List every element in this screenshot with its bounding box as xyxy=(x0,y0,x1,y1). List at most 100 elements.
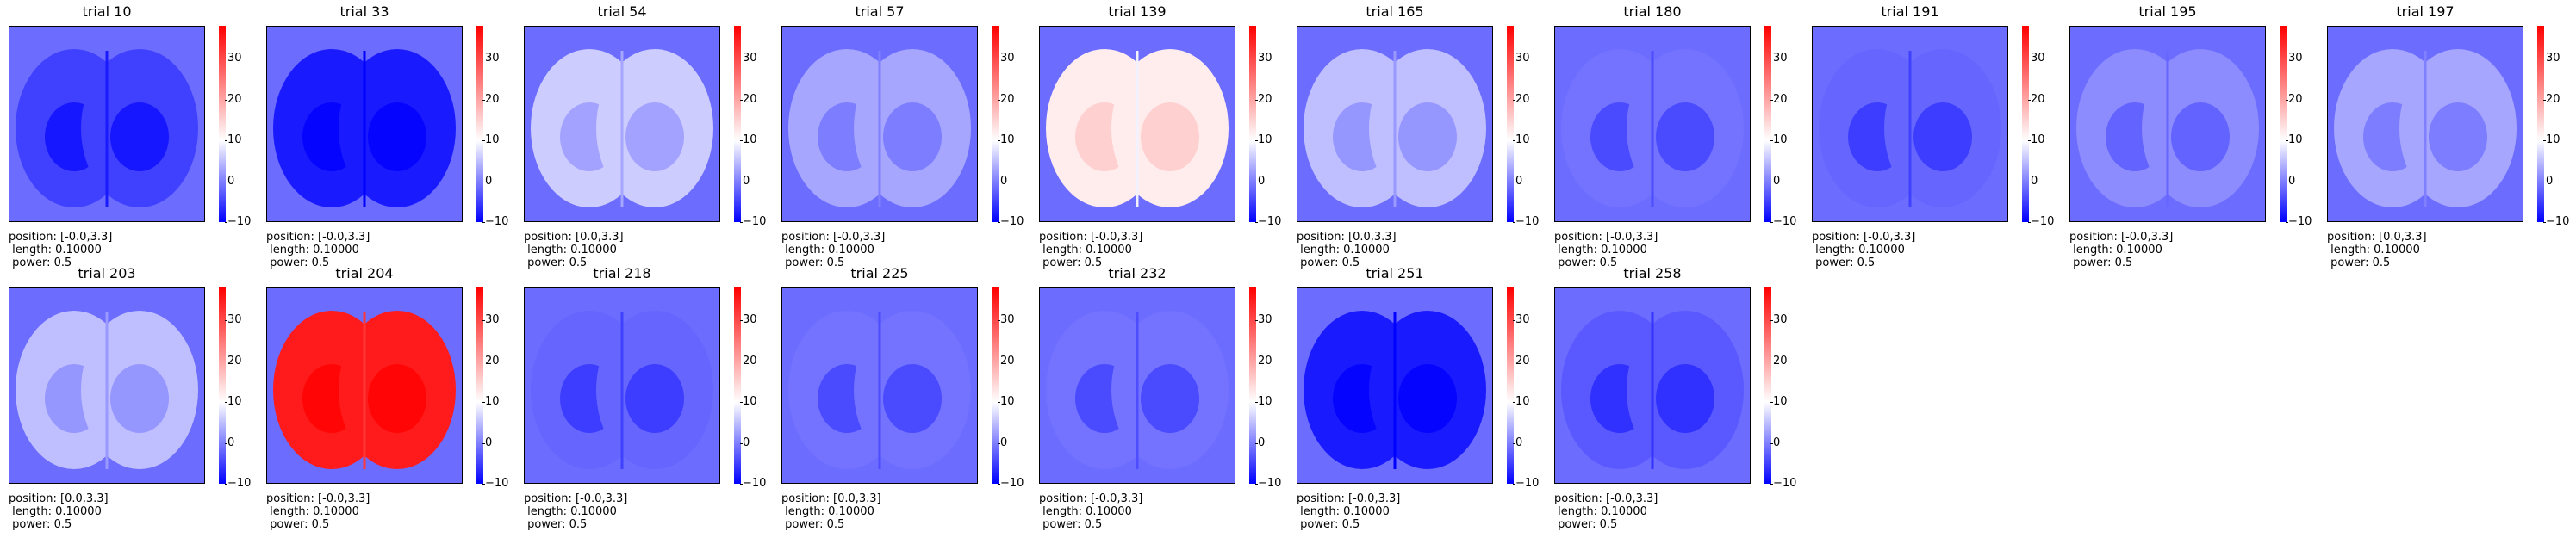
heatmap-panel: trial 165 −10 0 10 20 30 position: [0.0,3.3] l… xyxy=(1288,0,1546,272)
panel-caption: position: [0.0,3.3] length: 0.10000 powe… xyxy=(1297,231,1397,269)
colorbar-tick-label: −10 xyxy=(224,215,252,228)
heatmap-panel: trial 54 −10 0 10 20 30 position: [0.0,3.3] le… xyxy=(515,0,773,272)
activity-core-mark xyxy=(883,364,942,433)
colorbar-tick-label: 30 xyxy=(1255,52,1272,65)
colorbar-tick-label: 10 xyxy=(2028,133,2045,146)
caption-length: length: 0.10000 xyxy=(2069,244,2162,257)
brain-activity-image xyxy=(1554,287,1751,484)
caption-position: position: [-0.0,3.3] xyxy=(1812,231,1916,244)
colorbar-tick-label: 10 xyxy=(2286,133,2303,146)
brain-activity-image xyxy=(2069,26,2266,222)
colorbar-tick-label: −10 xyxy=(2542,215,2570,228)
panel-title: trial 232 xyxy=(1108,265,1167,281)
colorbar-tick-label: 10 xyxy=(998,395,1015,408)
panel-caption: position: [-0.0,3.3] length: 0.10000 pow… xyxy=(1812,231,1915,269)
colorbar-tick-label: 20 xyxy=(1770,354,1788,368)
colorbar-tick-label: 30 xyxy=(998,313,1015,326)
colorbar-tick-label: 10 xyxy=(1513,133,1530,146)
panel-title: trial 251 xyxy=(1366,265,1424,281)
panel-title: trial 195 xyxy=(2138,3,2197,20)
panel-caption: position: [-0.0,3.3] length: 0.10000 pow… xyxy=(1297,492,1400,531)
colorbar-tick-label: 0 xyxy=(482,174,493,188)
panel-caption: position: [-0.0,3.3] length: 0.10000 pow… xyxy=(524,492,627,531)
colorbar-tick-label: 0 xyxy=(1512,174,1523,188)
colorbar xyxy=(1249,26,1256,222)
panel-title: trial 180 xyxy=(1623,3,1682,20)
colorbar-tick-label: 20 xyxy=(740,92,757,106)
panel-caption: position: [0.0,3.3] length: 0.10000 powe… xyxy=(2327,231,2427,269)
colorbar-tick-label: −10 xyxy=(1254,477,1282,490)
caption-position: position: [-0.0,3.3] xyxy=(1554,492,1658,505)
heatmap-panel: trial 191 −10 0 10 20 30 position: [-0.0,3.3] … xyxy=(1803,0,2061,272)
heatmap-panel: trial 218 −10 0 10 20 30 position: [-0.0,3.3] … xyxy=(515,262,773,534)
colorbar-tick-label: 0 xyxy=(1512,436,1523,449)
colorbar-tick-label: 30 xyxy=(225,313,242,326)
panel-caption: position: [-0.0,3.3] length: 0.10000 pow… xyxy=(1039,231,1142,269)
caption-length: length: 0.10000 xyxy=(1039,505,1132,518)
colorbar-tick-label: 30 xyxy=(1513,52,1530,65)
panel-title: trial 165 xyxy=(1366,3,1424,20)
colorbar-tick-label: 30 xyxy=(2543,52,2560,65)
colorbar-tick-label: 20 xyxy=(1255,354,1272,368)
panel-caption: position: [-0.0,3.3] length: 0.10000 pow… xyxy=(2069,231,2173,269)
caption-power: power: 0.5 xyxy=(1039,257,1103,269)
panel-title: trial 203 xyxy=(78,265,136,281)
colorbar xyxy=(2022,26,2029,222)
panel-title: trial 218 xyxy=(593,265,651,281)
caption-position: position: [-0.0,3.3] xyxy=(266,231,370,244)
caption-length: length: 0.10000 xyxy=(266,244,359,257)
colorbar-tick-label: 20 xyxy=(1255,92,1272,106)
panel-title: trial 191 xyxy=(1881,3,1939,20)
heatmap-panel: trial 204 −10 0 10 20 30 position: [-0.0,3.3] … xyxy=(258,262,515,534)
panel-caption: position: [0.0,3.3] length: 0.10000 powe… xyxy=(9,492,109,531)
colorbar xyxy=(1764,287,1771,484)
colorbar xyxy=(2280,26,2287,222)
caption-power: power: 0.5 xyxy=(1554,518,1618,531)
caption-length: length: 0.10000 xyxy=(524,244,617,257)
caption-power: power: 0.5 xyxy=(9,257,72,269)
activity-core-mark xyxy=(1398,364,1457,433)
activity-core-mark xyxy=(110,364,169,433)
colorbar-tick-label: 30 xyxy=(740,52,757,65)
caption-position: position: [-0.0,3.3] xyxy=(1039,492,1143,505)
colorbar-tick-label: 10 xyxy=(1255,395,1272,408)
caption-length: length: 0.10000 xyxy=(1812,244,1905,257)
colorbar-tick-label: 30 xyxy=(1770,313,1788,326)
colorbar xyxy=(992,287,999,484)
heatmap-panel: trial 180 −10 0 10 20 30 position: [-0.0,3.3] … xyxy=(1546,0,1803,272)
heatmap-panel: trial 57 −10 0 10 20 30 position: [-0.0,3.3] l… xyxy=(773,0,1030,272)
colorbar xyxy=(734,287,741,484)
colorbar xyxy=(219,26,226,222)
panel-title: trial 197 xyxy=(2396,3,2455,20)
colorbar-tick-label: 30 xyxy=(482,313,500,326)
colorbar-tick-label: 0 xyxy=(997,174,1008,188)
colorbar-tick-label: 10 xyxy=(2543,133,2560,146)
colorbar-tick-label: 10 xyxy=(482,395,500,408)
panel-title: trial 33 xyxy=(339,3,389,20)
caption-position: position: [-0.0,3.3] xyxy=(9,231,113,244)
panel-caption: position: [-0.0,3.3] length: 0.10000 pow… xyxy=(9,231,112,269)
activity-core-mark xyxy=(1656,364,1714,433)
colorbar-tick-label: 10 xyxy=(225,395,242,408)
caption-power: power: 0.5 xyxy=(1297,257,1360,269)
caption-power: power: 0.5 xyxy=(524,518,588,531)
caption-length: length: 0.10000 xyxy=(524,505,617,518)
colorbar-tick-label: 0 xyxy=(739,436,750,449)
brain-activity-image xyxy=(524,287,720,484)
colorbar-tick-label: 20 xyxy=(2543,92,2560,106)
colorbar xyxy=(476,287,483,484)
colorbar-tick-label: 0 xyxy=(1770,174,1781,188)
colorbar-tick-label: 30 xyxy=(225,52,242,65)
panel-caption: position: [-0.0,3.3] length: 0.10000 pow… xyxy=(781,231,885,269)
heatmap-panel: trial 195 −10 0 10 20 30 position: [-0.0,3.3] … xyxy=(2061,0,2318,272)
panel-title: trial 258 xyxy=(1623,265,1682,281)
colorbar-tick-label: −10 xyxy=(482,215,509,228)
caption-power: power: 0.5 xyxy=(781,518,845,531)
colorbar-tick-label: 30 xyxy=(740,313,757,326)
colorbar-tick-label: 10 xyxy=(1770,395,1788,408)
colorbar-tick-label: 30 xyxy=(2286,52,2303,65)
caption-power: power: 0.5 xyxy=(1297,518,1360,531)
heatmap-panel: trial 232 −10 0 10 20 30 position: [-0.0,3.3] … xyxy=(1030,262,1288,534)
caption-position: position: [-0.0,3.3] xyxy=(781,231,886,244)
caption-power: power: 0.5 xyxy=(9,518,72,531)
